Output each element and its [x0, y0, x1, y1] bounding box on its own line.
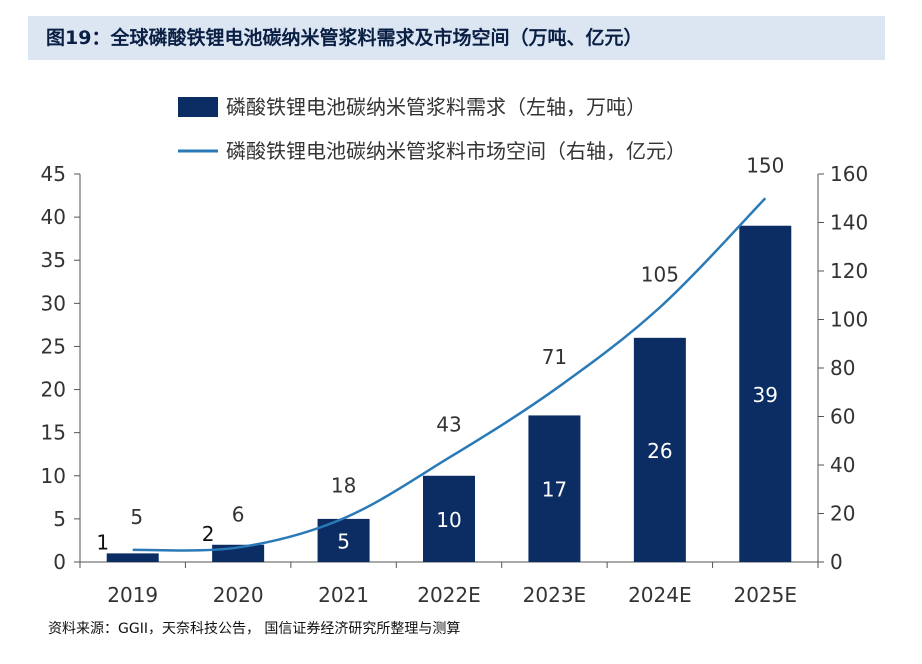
y-left-tick-label: 10: [41, 464, 66, 488]
bar: [739, 225, 792, 562]
x-tick-label: 2024E: [628, 583, 692, 607]
bar: [633, 337, 686, 562]
x-tick-label: 2022E: [417, 583, 481, 607]
line-data-label: 105: [641, 262, 679, 286]
y-right-tick-label: 20: [830, 502, 855, 526]
y-right-tick-label: 80: [830, 356, 855, 380]
bar-data-label: 1: [96, 530, 109, 554]
bar: [423, 475, 475, 562]
x-tick-label: 2021: [318, 583, 369, 607]
y-right-tick-label: 140: [830, 211, 868, 235]
legend-line-label: 磷酸铁锂电池碳纳米管浆料市场空间（右轴，亿元）: [226, 139, 686, 163]
y-right-tick-label: 160: [830, 162, 868, 186]
line-data-label: 18: [331, 473, 356, 497]
y-left-tick-label: 35: [41, 248, 66, 272]
legend-bar-swatch: [178, 97, 218, 117]
y-left-tick-label: 30: [41, 291, 66, 315]
y-right-tick-label: 100: [830, 308, 868, 332]
series-line: [132, 197, 767, 552]
y-left-tick-label: 0: [53, 550, 66, 574]
x-tick-label: 2023E: [523, 583, 587, 607]
line-data-label: 71: [542, 345, 567, 369]
legend-bar-label: 磷酸铁锂电池碳纳米管浆料需求（左轴，万吨）: [226, 95, 646, 119]
title-bar: 图19：全球磷酸铁锂电池碳纳米管浆料需求及市场空间（万吨、亿元）: [28, 16, 885, 60]
y-right-tick-label: 120: [830, 259, 868, 283]
bar-data-label: 5: [337, 529, 350, 553]
y-left-tick-label: 45: [41, 162, 66, 186]
y-right-tick-label: 0: [830, 550, 843, 574]
bar-data-label: 26: [647, 439, 672, 463]
x-tick-label: 2025E: [734, 583, 798, 607]
y-left-tick-label: 20: [41, 378, 66, 402]
chart-title: 图19：全球磷酸铁锂电池碳纳米管浆料需求及市场空间（万吨、亿元）: [46, 27, 643, 49]
bar-data-label: 2: [202, 522, 215, 546]
line-data-label: 150: [746, 153, 784, 177]
y-right-tick-label: 40: [830, 453, 855, 477]
y-left-tick-label: 15: [41, 421, 66, 445]
bar: [528, 415, 581, 562]
bar-data-label: 39: [753, 383, 778, 407]
y-right-tick-label: 60: [830, 405, 855, 429]
bar: [106, 553, 159, 562]
line-data-label: 5: [130, 505, 143, 529]
x-tick-label: 2019: [107, 583, 158, 607]
x-tick-label: 2020: [213, 583, 264, 607]
y-left-tick-label: 40: [41, 205, 66, 229]
y-left-tick-label: 25: [41, 334, 66, 358]
y-left-tick-label: 5: [53, 507, 66, 531]
source-note: 资料来源：GGII，天奈科技公告， 国信证券经济研究所整理与测算: [48, 621, 461, 637]
bar-data-label: 10: [436, 508, 461, 532]
bar-data-label: 17: [542, 478, 567, 502]
line-data-label: 43: [436, 413, 461, 437]
line-data-label: 6: [232, 502, 245, 526]
